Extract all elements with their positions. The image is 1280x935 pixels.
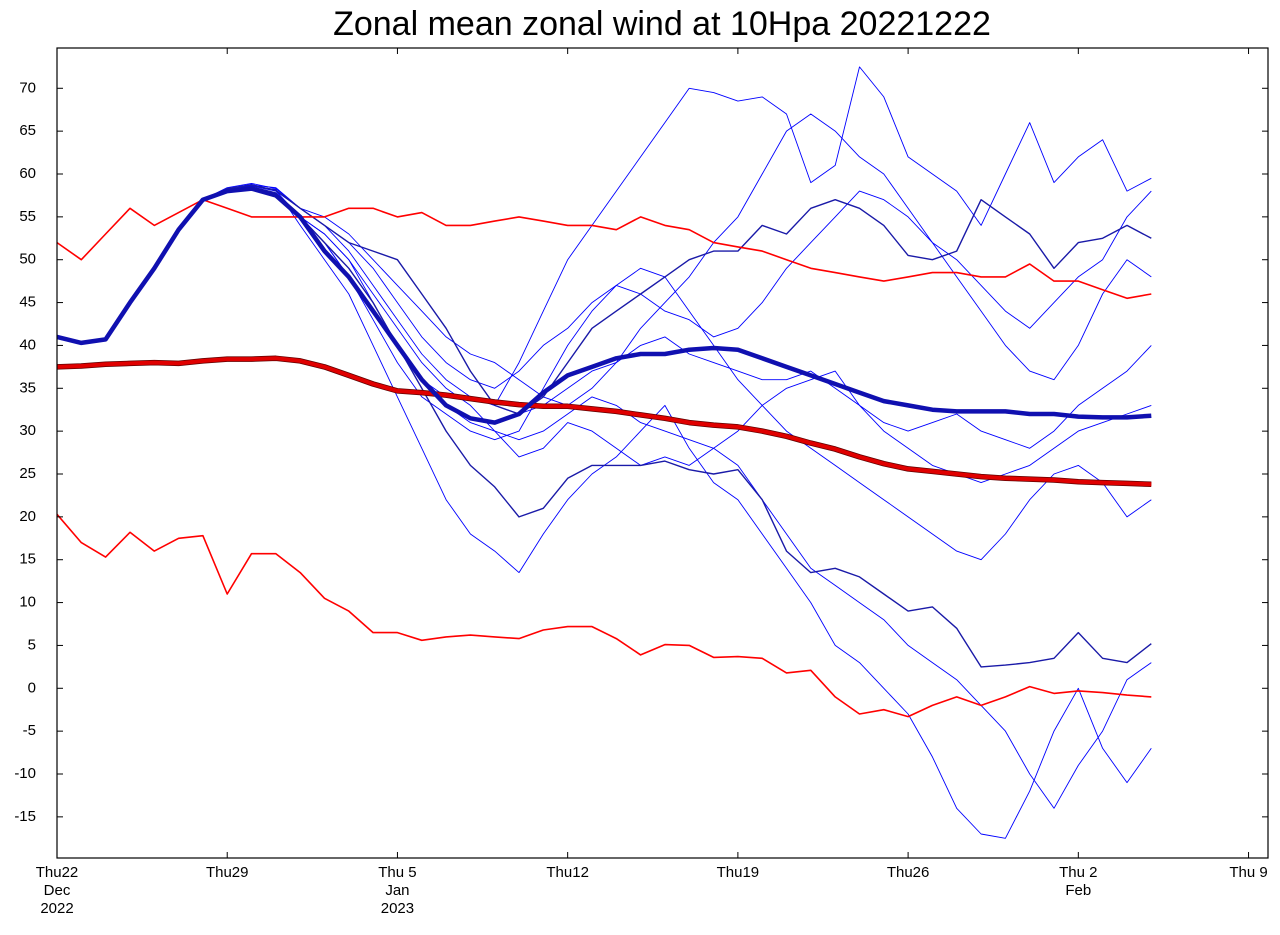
y-tick-label: 15	[19, 551, 36, 568]
y-tick-label: 65	[19, 122, 36, 139]
series-line	[56, 186, 1152, 425]
y-tick-label: 10	[19, 594, 36, 611]
y-tick-label: 50	[19, 251, 36, 268]
series-line	[56, 184, 1152, 415]
y-tick-label: 70	[19, 79, 36, 96]
y-tick-label: 0	[28, 679, 36, 696]
y-tick-label: 60	[19, 165, 36, 182]
y-tick-label: 35	[19, 379, 36, 396]
x-tick-label: 2022	[40, 900, 73, 917]
x-tick-label: Thu29	[206, 864, 249, 881]
plot-lines	[56, 66, 1152, 839]
chart-title: Zonal mean zonal wind at 10Hpa 20221222	[333, 5, 991, 43]
y-tick-label: 5	[28, 636, 36, 653]
y-tick-label: 30	[19, 422, 36, 439]
y-tick-label: 20	[19, 508, 36, 525]
series-line	[56, 113, 1152, 406]
y-tick-label: -15	[14, 808, 36, 825]
x-tick-label: Thu19	[717, 864, 760, 881]
y-tick-label: 55	[19, 208, 36, 225]
x-tick-label: Thu 2	[1059, 864, 1097, 881]
x-tick-label: Jan	[385, 882, 409, 899]
series-line	[56, 198, 1152, 300]
y-tick-label: 40	[19, 336, 36, 353]
x-tick-label: Feb	[1065, 882, 1091, 899]
x-tick-label: Thu12	[546, 864, 589, 881]
plot-frame	[56, 47, 1269, 859]
x-tick-label: Thu26	[887, 864, 930, 881]
x-tick-label: 2023	[381, 900, 414, 917]
y-tick-label: -10	[14, 765, 36, 782]
series-line	[56, 513, 1152, 718]
x-tick-label: Thu 5	[378, 864, 416, 881]
x-tick-label: Dec	[44, 882, 71, 899]
x-tick-label: Thu 9	[1229, 864, 1267, 881]
series-line	[56, 356, 1152, 487]
x-tick-label: Thu22	[36, 864, 79, 881]
y-tick-label: 45	[19, 294, 36, 311]
y-tick-label: -5	[23, 722, 36, 739]
y-tick-label: 25	[19, 465, 36, 482]
